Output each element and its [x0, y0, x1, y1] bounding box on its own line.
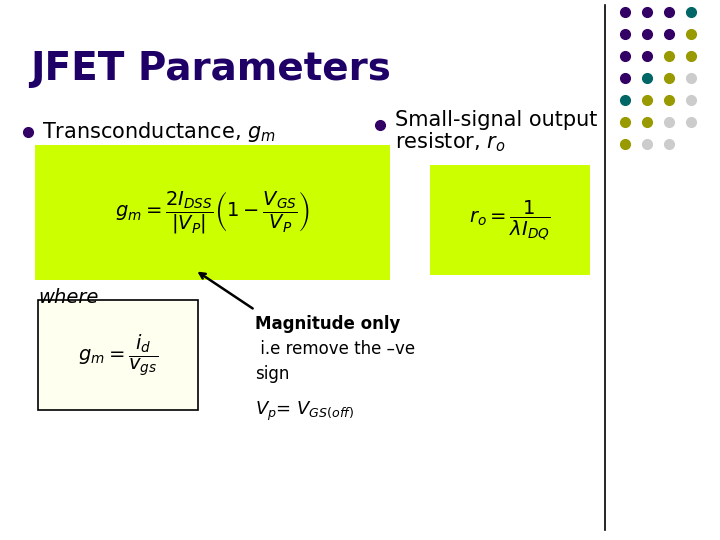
Text: $g_m = \dfrac{2I_{DSS}}{|V_P|}\left(1 - \dfrac{V_{GS}}{V_P}\right)$: $g_m = \dfrac{2I_{DSS}}{|V_P|}\left(1 - …: [115, 189, 310, 236]
Text: Transconductance, $g_m$: Transconductance, $g_m$: [42, 120, 276, 144]
Text: $V_p$= $V_{GS(off)}$: $V_p$= $V_{GS(off)}$: [255, 400, 354, 423]
Bar: [38, 300, 198, 410]
Bar: [430, 165, 590, 275]
Text: Magnitude only: Magnitude only: [255, 315, 400, 333]
Text: $r_o = \dfrac{1}{\lambda I_{DQ}}$: $r_o = \dfrac{1}{\lambda I_{DQ}}$: [469, 198, 551, 241]
Text: JFET Parameters: JFET Parameters: [30, 50, 391, 88]
Text: where: where: [38, 288, 99, 307]
Bar: [35, 145, 390, 280]
Text: $g_m = \dfrac{i_d}{v_{gs}}$: $g_m = \dfrac{i_d}{v_{gs}}$: [78, 332, 158, 378]
Text: Small-signal output: Small-signal output: [395, 110, 598, 130]
Text: i.e remove the –ve
sign: i.e remove the –ve sign: [255, 340, 415, 383]
Text: resistor, $r_o$: resistor, $r_o$: [395, 130, 505, 154]
